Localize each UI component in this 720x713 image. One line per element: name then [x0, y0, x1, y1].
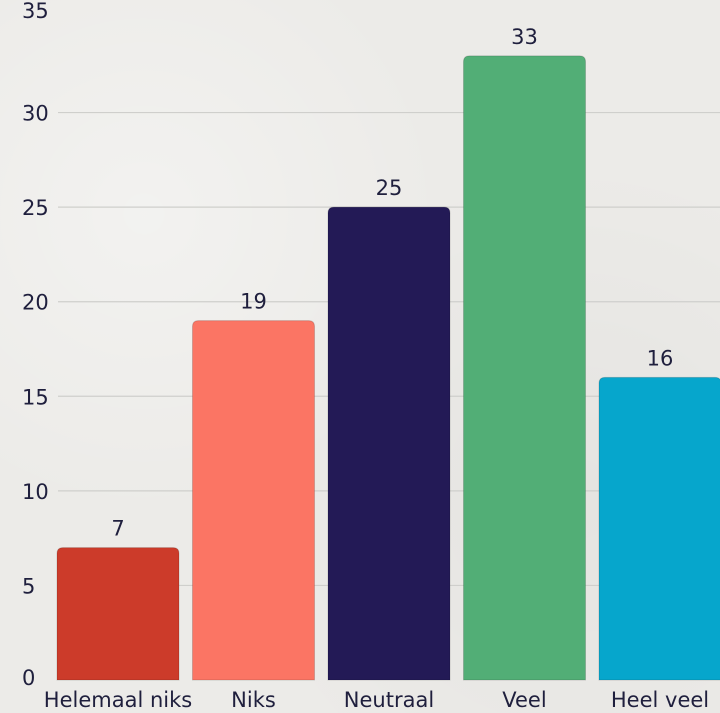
bar [463, 55, 586, 681]
y-axis: 0 5 10 15 20 25 30 35 [22, 0, 49, 690]
y-tick-label: 25 [22, 196, 49, 220]
bars [56, 55, 720, 681]
x-tick-label: Heel veel [611, 688, 709, 712]
x-axis: Helemaal niks Niks Neutraal Veel Heel veel [44, 688, 709, 712]
bar [56, 547, 180, 681]
data-label: 33 [511, 25, 538, 49]
bar [327, 206, 451, 681]
data-label: 7 [111, 517, 124, 541]
x-tick-label: Helemaal niks [44, 688, 192, 712]
data-label: 16 [647, 346, 674, 370]
y-tick-label: 15 [22, 385, 49, 409]
data-labels: 7 19 25 33 16 [111, 25, 673, 541]
y-tick-label: 35 [22, 0, 49, 23]
data-label: 19 [240, 290, 267, 314]
bar [192, 320, 315, 681]
x-tick-label: Niks [231, 688, 276, 712]
data-label: 25 [376, 176, 403, 200]
y-tick-label: 0 [22, 666, 35, 690]
y-tick-label: 20 [22, 291, 49, 315]
x-tick-label: Veel [502, 688, 546, 712]
y-tick-label: 30 [22, 102, 49, 126]
y-tick-label: 5 [22, 574, 35, 598]
y-tick-label: 10 [22, 480, 49, 504]
bar [598, 376, 720, 681]
x-tick-label: Neutraal [344, 688, 434, 712]
